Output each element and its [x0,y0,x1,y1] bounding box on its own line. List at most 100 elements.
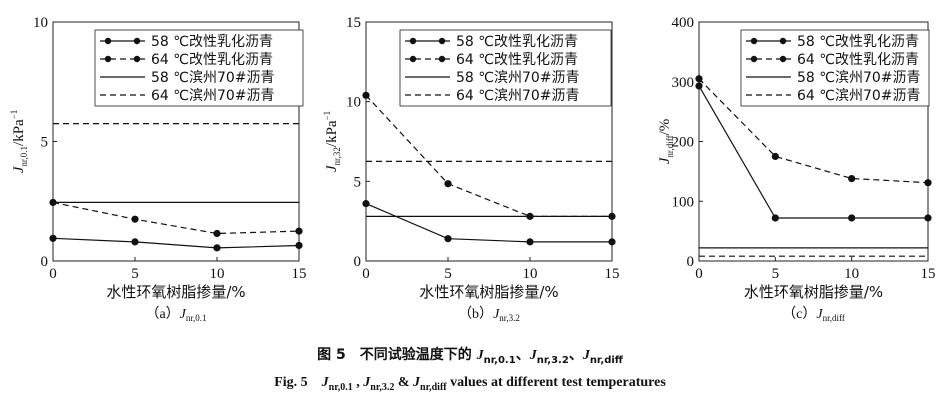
caption-cn-j1: J [476,348,484,363]
y-tick-label: 200 [672,135,695,151]
legend-entry: 64 ℃滨州70#沥青 [456,88,580,104]
panel-caption-label: （c） [782,306,816,322]
y-axis-title-unit: /kPa [324,120,340,147]
y-axis-title-sub: nr,diff [665,135,675,157]
series-2-point [131,215,139,223]
caption-en-sep2: & [394,375,414,390]
series-2-point [771,152,779,161]
y-tick-label: 0 [354,254,362,270]
caption-en-sub3: nr,diff [420,381,447,393]
legend-entry: 64 ℃滨州70#沥青 [797,88,921,104]
legend-marker [104,55,112,63]
panel-caption-symbol: J [816,307,823,322]
y-tick-label: 15 [346,15,361,31]
legend-marker [750,55,758,63]
y-axis-title: Jnr,diff/% [657,119,675,165]
series-line-2 [365,94,612,217]
legend-marker [438,37,446,45]
legend-entry: 58 ℃滨州70#沥青 [797,70,921,86]
y-tick-label: 100 [672,194,695,210]
caption-cn-sep2: 、 [568,347,583,363]
caption-en-j2: J [363,375,371,390]
legend-marker [104,37,112,45]
panel-caption-label: （b） [458,306,493,322]
caption-cn-j2: J [529,348,537,363]
series-line-1 [52,237,300,249]
legend-marker [779,55,787,63]
y-axis-title: Jnr,0.1/kPa−1 [9,110,29,174]
legend-marker [779,37,787,45]
legend-box [94,29,304,107]
series-line-2 [698,78,929,184]
legend-marker [409,37,417,45]
series-2-point [295,227,303,235]
y-tick-label: 5 [354,174,362,190]
legend-marker [409,55,417,63]
x-tick-label: 0 [49,266,57,282]
caption-en-sub2: nr,3.2 [370,381,395,393]
y-tick-label: 0 [41,254,49,270]
caption-cn-sub2: nr,3.2 [536,354,569,366]
series-line-1 [365,203,612,243]
y-axis-title-sup: −1 [322,111,332,121]
x-tick-label: 0 [362,266,370,282]
caption-cn-sub1: nr,0.1 [483,354,516,366]
panel-caption: （b）Jnr,3.2 [458,306,520,323]
x-axis-title: 水性环氧树脂掺量/% [419,283,558,301]
series-line-2 [52,201,300,235]
series-1-point [444,235,452,243]
legend-marker [133,37,141,45]
y-tick-label: 0 [687,254,695,270]
panel-caption-sub: nr,0.1 [186,313,207,323]
series-1-point [362,200,370,208]
x-tick-label: 10 [523,266,538,282]
x-tick-label: 5 [772,266,780,282]
legend-box [740,29,930,107]
caption-en-suffix: values at different test temperatures [446,375,666,390]
panel-caption-sub: nr,3.2 [499,313,520,323]
y-tick-label: 5 [41,135,49,151]
series-1-point [924,214,932,222]
y-tick-label: 300 [672,75,695,91]
legend-entry: 64 ℃改性乳化沥青 [151,52,273,68]
legend-marker [133,55,141,63]
figure-caption-chinese: 图 5 不同试验温度下的 Jnr,0.1、Jnr,3.2、Jnr,diff [0,344,940,366]
y-tick-label: 400 [672,15,695,31]
series-1-point [295,241,303,250]
x-tick-label: 10 [844,266,859,282]
x-tick-label: 5 [131,266,139,282]
caption-cn-prefix: 图 5 不同试验温度下的 [317,347,477,363]
legend-marker [750,37,758,45]
series-2-point [213,229,221,238]
caption-en-j3: J [413,375,421,390]
series-1-point [131,238,139,246]
series-1-point [608,238,616,246]
caption-en-j1: J [321,375,329,390]
caption-cn-sep1: 、 [515,347,530,363]
legend-entry: 58 ℃改性乳化沥青 [456,34,578,50]
series-2-point [362,91,370,99]
legend-entry: 64 ℃改性乳化沥青 [456,52,578,68]
legend-entry: 58 ℃改性乳化沥青 [151,34,273,50]
panel-caption-sub: nr,diff [823,313,845,323]
series-2-point [695,75,703,83]
x-axis-title: 水性环氧树脂掺量/% [744,283,883,301]
legend-entry: 58 ℃滨州70#沥青 [151,70,275,86]
y-axis-title-unit: /% [657,119,673,136]
panel-caption: （c）Jnr,diff [782,306,845,323]
series-1-point [213,244,221,252]
series-2-point [924,179,932,187]
panel-caption-symbol: J [180,307,187,322]
plot-frame [365,21,613,262]
series-1-point [49,234,57,242]
series-1-point [526,238,534,246]
x-tick-label: 15 [605,266,620,282]
figure-caption-english: Fig. 5 Jnr,0.1 , Jnr,3.2 & Jnr,diff valu… [0,371,940,393]
x-tick-label: 10 [210,266,225,282]
caption-en-prefix: Fig. 5 [274,375,322,390]
caption-en-sep1: , [352,375,364,390]
legend-marker [438,55,446,63]
y-tick-label: 10 [33,15,48,31]
